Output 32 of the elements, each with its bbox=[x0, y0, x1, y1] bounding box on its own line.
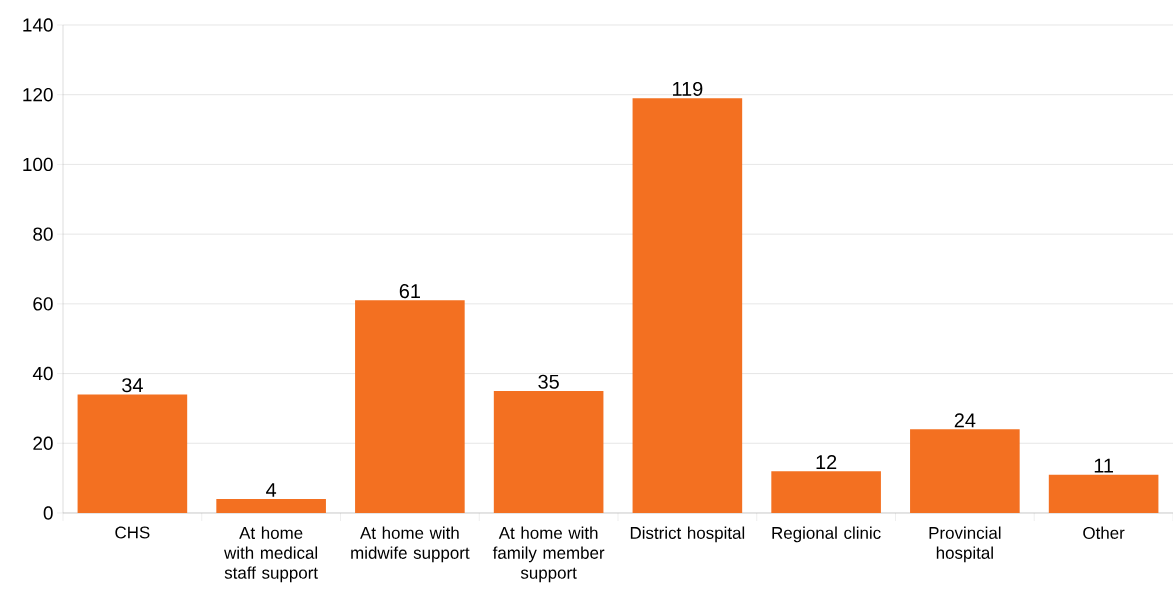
bar bbox=[493, 390, 604, 513]
y-tick-label: 140 bbox=[23, 18, 53, 32]
data-label: 119 bbox=[673, 81, 703, 96]
x-tick-label: CHS bbox=[115, 526, 150, 539]
x-tick-label: Regional clinic bbox=[772, 526, 881, 543]
x-tick-label: At home with family member support bbox=[492, 526, 605, 583]
data-label: 61 bbox=[399, 284, 420, 299]
y-tick-label: 40 bbox=[32, 366, 53, 381]
x-tick-label: At home with medical staff support bbox=[224, 526, 318, 583]
bar bbox=[910, 429, 1020, 513]
data-label: 24 bbox=[954, 413, 976, 428]
bar bbox=[771, 471, 881, 513]
bar bbox=[77, 394, 188, 513]
bar bbox=[632, 98, 743, 513]
x-tick-label: Other bbox=[1083, 526, 1125, 539]
y-tick-label: 20 bbox=[33, 436, 53, 450]
data-label: 34 bbox=[122, 378, 143, 393]
y-tick-label: 80 bbox=[33, 227, 53, 241]
data-label: 35 bbox=[538, 374, 559, 389]
x-tick-label: At home with midwife support bbox=[351, 526, 470, 563]
y-tick-label: 60 bbox=[33, 297, 53, 311]
y-tick-label: 120 bbox=[23, 88, 53, 102]
y-tick-label: 0 bbox=[43, 506, 53, 520]
y-tick-label: 100 bbox=[23, 157, 53, 172]
data-label: 4 bbox=[266, 483, 277, 497]
bar bbox=[355, 300, 465, 513]
data-label: 12 bbox=[816, 455, 837, 469]
x-tick-label: District hospital bbox=[630, 526, 745, 543]
x-tick-label: Provincial hospital bbox=[929, 526, 1001, 563]
bar bbox=[1048, 474, 1159, 513]
data-label: 11 bbox=[1094, 458, 1113, 473]
bar bbox=[216, 499, 326, 513]
